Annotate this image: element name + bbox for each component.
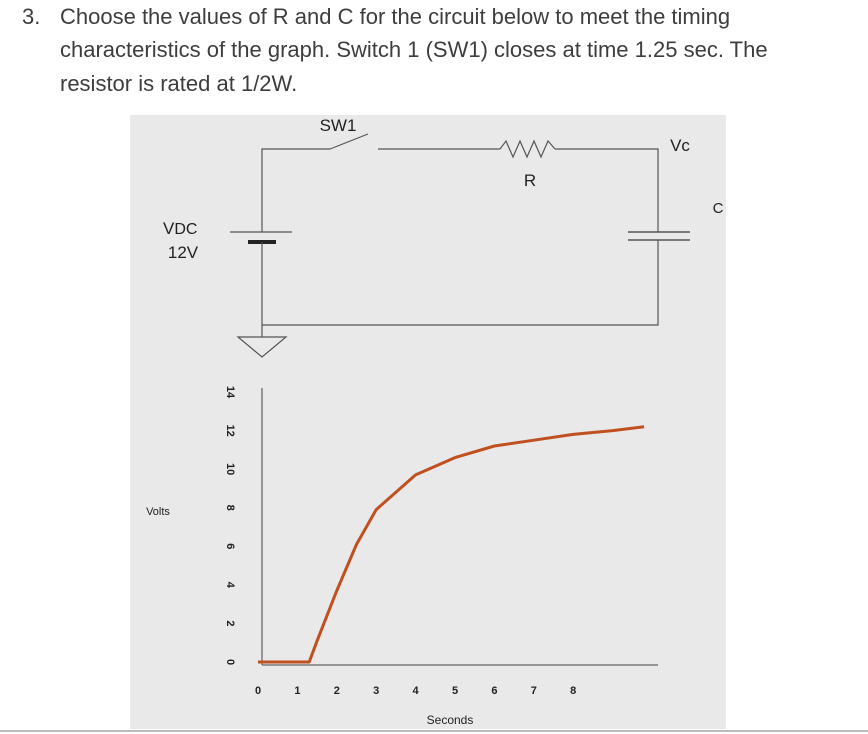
question-line: Choose the values of R and C for the cir… [60,4,730,29]
x-tick-label: 5 [452,685,458,697]
question-number: 3. [22,4,40,29]
question-line: resistor is rated at 1/2W. [60,71,297,96]
wire [262,240,659,326]
question-line: characteristics of the graph. Switch 1 (… [60,37,768,62]
x-tick-label: 4 [413,685,420,697]
data-line [258,425,645,664]
y-tick-label: 4 [224,582,236,589]
x-tick-label: 1 [294,685,300,697]
y-tick-label: 8 [224,505,236,511]
source-label: VDC [163,219,197,238]
y-tick-label: 2 [224,620,236,626]
y-tick-label: 12 [224,424,236,436]
wire [555,148,659,232]
capacitor-label: C [713,200,724,217]
ground [236,336,288,358]
x-tick-label: 2 [334,685,340,697]
x-tick-label: 0 [255,685,261,697]
y-tick-label: 0 [224,659,236,665]
resistor [499,139,556,159]
x-tick-label: 7 [531,685,537,697]
x-tick-label: 8 [570,685,576,697]
source-name: V [163,219,175,238]
source-value: 12V [168,243,199,262]
x-tick-label: 6 [491,685,497,697]
figure-panel [130,115,726,729]
y-tick-label: 14 [224,386,236,399]
y-tick-label: 6 [224,543,236,549]
switch [329,133,369,150]
circuit: SW1 R Vc C VDC 12V [163,116,724,358]
switch-label: SW1 [320,116,357,135]
voltage-label: Vc [670,136,690,155]
x-axis-label: Seconds [427,713,474,727]
wire [261,148,330,232]
y-tick-label: 10 [224,463,236,475]
source-sub: DC [174,221,197,238]
x-tick-label: 3 [373,685,379,697]
y-axis-label: Volts [146,506,170,518]
resistor-label: R [524,171,536,190]
